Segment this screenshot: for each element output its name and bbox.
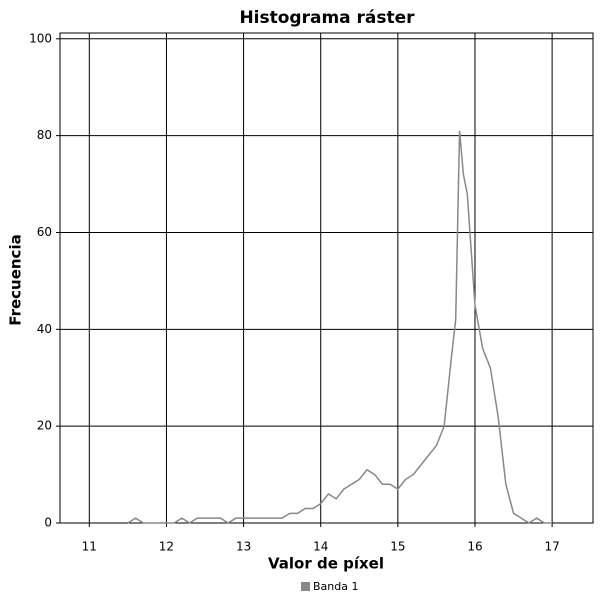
x-tick-label: 17	[544, 540, 559, 554]
plot-area	[59, 32, 594, 524]
y-axis-title: Frecuencia	[7, 234, 25, 325]
y-tick-label: 20	[37, 419, 52, 433]
legend-label: Banda 1	[313, 580, 358, 593]
chart-title: Histograma ráster	[239, 8, 415, 28]
x-tick-label: 12	[159, 540, 174, 554]
y-tick-label: 40	[37, 322, 52, 336]
y-tick-label: 0	[44, 516, 52, 530]
x-tick-label: 14	[313, 540, 328, 554]
legend-swatch	[301, 582, 310, 591]
x-tick-label: 13	[236, 540, 251, 554]
x-tick-label: 16	[467, 540, 482, 554]
histogram-line	[127, 130, 553, 524]
y-tick-label: 100	[29, 31, 52, 45]
y-tick-label: 80	[37, 128, 52, 142]
x-tick-label: 15	[390, 540, 405, 554]
y-tick-label: 60	[37, 225, 52, 239]
x-axis-title: Valor de píxel	[268, 555, 384, 573]
x-tick-label: 11	[82, 540, 97, 554]
